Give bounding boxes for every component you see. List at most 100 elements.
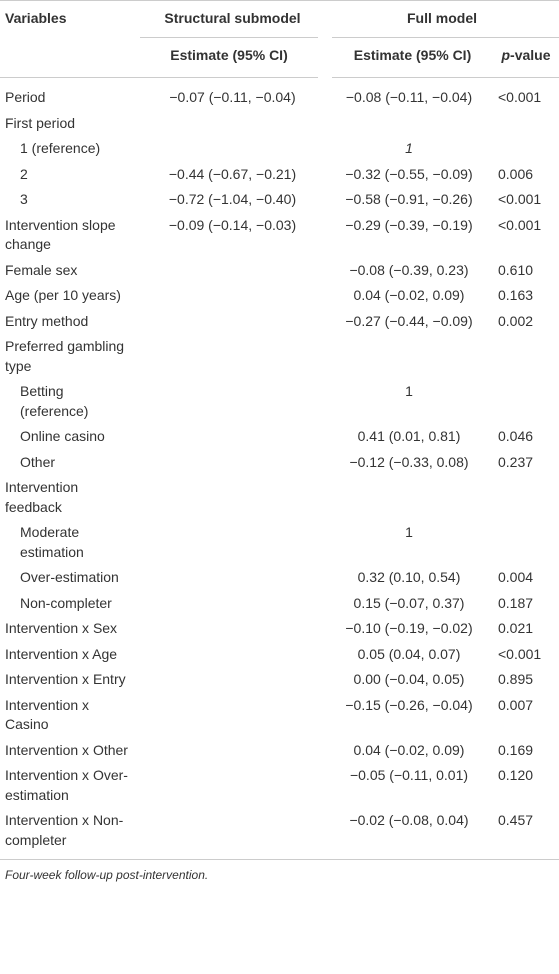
header-row: Variables Structural submodel Full model <box>0 0 559 37</box>
empty-cell <box>140 258 325 284</box>
subheader-row: Estimate (95% CI) Estimate (95% CI) p-va… <box>0 36 559 78</box>
row-label: Other <box>20 453 56 470</box>
empty-cell <box>140 424 325 450</box>
row-label: Period <box>5 89 46 105</box>
header-cell: Structural submodel <box>140 0 325 37</box>
empty-cell <box>493 334 559 379</box>
text: -value <box>510 46 551 63</box>
cell: −0.10 (−0.19, −0.02) <box>345 620 473 636</box>
cell: 0.002 <box>498 312 534 329</box>
empty-cell <box>140 808 325 853</box>
cell: −0.05 (−0.11, 0.01) <box>349 767 469 783</box>
empty-cell <box>140 450 325 476</box>
empty-cell <box>140 763 325 808</box>
row-label: Betting (reference) <box>20 383 89 419</box>
empty-cell <box>493 379 559 424</box>
row-label: Age (per 10 years) <box>5 287 121 303</box>
empty-cell <box>325 334 493 379</box>
table-row: Intervention slope change −0.09 (−0.14, −… <box>0 213 559 258</box>
row-label: Preferred gambling type <box>5 338 125 374</box>
cell: −0.27 (−0.44, −0.09) <box>345 312 473 329</box>
cell: 0.169 <box>498 741 534 758</box>
empty-cell <box>140 616 325 642</box>
row-label: Intervention x Age <box>5 645 118 662</box>
empty-cell <box>140 565 325 591</box>
cell: 0.32 (0.10, 0.54) <box>357 569 461 585</box>
table-row: Intervention x Entry 0.00 (−0.04, 0.05) 0.… <box>0 667 559 693</box>
cell: −0.44 (−0.67, −0.21) <box>168 165 297 182</box>
cell: −0.07 (−0.11, −0.04) <box>169 89 296 105</box>
row-label: Female sex <box>5 261 78 278</box>
table-row: Other −0.12 (−0.33, 0.08) 0.237 <box>0 450 559 476</box>
empty-cell <box>140 475 325 520</box>
row-label: Intervention slope change <box>5 216 116 253</box>
table-row: Entry method −0.27 (−0.44, −0.09) 0.002 <box>0 309 559 335</box>
cell: −0.32 (−0.55, −0.09) <box>345 165 473 182</box>
cell: 0.895 <box>498 671 534 687</box>
cell: 0.15 (−0.07, 0.37) <box>353 594 465 611</box>
cell: −0.02 (−0.08, 0.04) <box>349 812 469 828</box>
header-cell: Variables <box>0 0 140 37</box>
empty-cell <box>493 520 559 565</box>
cell: <0.001 <box>498 645 542 662</box>
cell: <0.001 <box>498 216 542 233</box>
table-row: Period −0.07 (−0.11, −0.04) −0.08 (−0.11, … <box>0 78 559 111</box>
empty-cell <box>493 111 559 137</box>
empty-cell <box>140 309 325 335</box>
empty-cell <box>140 283 325 309</box>
row-label: Intervention feedback <box>5 479 79 515</box>
row-label: Intervention x Entry <box>5 671 126 687</box>
table-row: First period <box>0 111 559 137</box>
table-row: Intervention x Age 0.05 (0.04, 0.07) <0.00… <box>0 642 559 668</box>
subheader-cell: Estimate (95% CI) <box>318 36 493 78</box>
empty-cell <box>140 111 325 137</box>
table-row: Moderate estimation 1 <box>0 520 559 565</box>
cell: 0.04 (−0.02, 0.09) <box>353 741 465 758</box>
cell: 0.04 (−0.02, 0.09) <box>353 287 465 303</box>
row-label: Intervention x Over-estimation <box>5 767 128 803</box>
table-row: Intervention feedback <box>0 475 559 520</box>
italic-text: p <box>501 46 511 63</box>
empty-cell <box>325 111 493 137</box>
cell: 1 <box>405 383 413 399</box>
cell: −0.15 (−0.26, −0.04) <box>345 696 473 713</box>
cell: 0.046 <box>498 428 534 444</box>
table-row: Intervention x Non-completer −0.02 (−0.08… <box>0 808 559 853</box>
table-row: Preferred gambling type <box>0 334 559 379</box>
cell: 0.120 <box>498 767 534 783</box>
empty-cell <box>140 667 325 693</box>
empty-cell <box>325 475 493 520</box>
cell: <0.001 <box>498 191 542 207</box>
empty-cell <box>140 642 325 668</box>
table-row: Intervention x Casino −0.15 (−0.26, −0.04… <box>0 693 559 738</box>
table-row: Female sex −0.08 (−0.39, 0.23) 0.610 <box>0 258 559 284</box>
cell: 0.05 (0.04, 0.07) <box>357 645 461 662</box>
cell: 0.237 <box>498 453 534 470</box>
cell: −0.08 (−0.39, 0.23) <box>349 261 469 278</box>
cell: −0.29 (−0.39, −0.19) <box>345 216 473 233</box>
table-row: Non-completer 0.15 (−0.07, 0.37) 0.187 <box>0 591 559 617</box>
row-label: Moderate estimation <box>20 524 84 560</box>
table-row: 2 −0.44 (−0.67, −0.21) −0.32 (−0.55, −0.09… <box>0 162 559 188</box>
row-label: Intervention x Casino <box>5 696 90 733</box>
subheader-cell: p-value <box>493 36 559 78</box>
empty-cell <box>0 37 140 78</box>
table-row: 1 (reference) 1 <box>0 136 559 162</box>
table-row: 3 −0.72 (−1.04, −0.40) −0.58 (−0.91, −0.26… <box>0 187 559 213</box>
row-label: Intervention x Non-completer <box>5 812 124 848</box>
row-label: Non-completer <box>20 594 112 611</box>
row-label: Online casino <box>20 428 105 444</box>
results-table: Variables Structural submodel Full model… <box>0 0 559 853</box>
cell: 0.006 <box>498 165 534 182</box>
cell: 0.004 <box>498 569 534 585</box>
cell: 0.187 <box>498 594 534 611</box>
empty-cell <box>493 136 559 162</box>
table-row: Intervention x Sex −0.10 (−0.19, −0.02) 0.… <box>0 616 559 642</box>
row-label: 1 (reference) <box>20 140 101 156</box>
cell: 0.41 (0.01, 0.81) <box>357 428 461 444</box>
row-label: 2 <box>20 165 28 182</box>
cell: 0.610 <box>498 261 534 278</box>
table-row: Intervention x Other 0.04 (−0.02, 0.09) 0.… <box>0 738 559 764</box>
cell: 1 <box>405 524 413 540</box>
